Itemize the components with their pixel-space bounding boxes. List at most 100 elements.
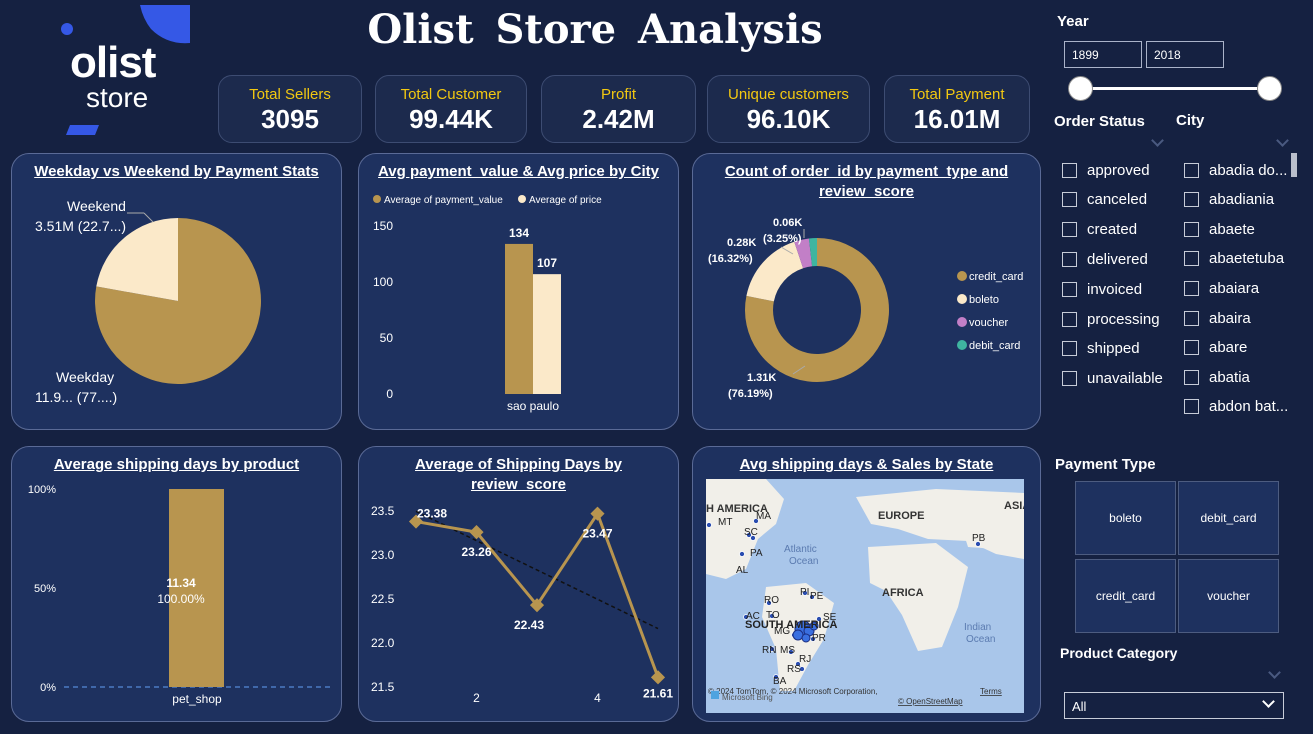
year-slider-handle-start[interactable]: [1068, 76, 1093, 101]
bar-price[interactable]: [533, 274, 561, 394]
state-sales-bubble[interactable]: [801, 633, 811, 643]
chevron-down-icon[interactable]: [1151, 134, 1164, 147]
checkbox[interactable]: [1062, 251, 1077, 267]
state-marker[interactable]: [750, 535, 756, 541]
line-point[interactable]: [469, 525, 484, 540]
city-option[interactable]: abaetetuba: [1184, 249, 1284, 269]
checkbox[interactable]: [1184, 221, 1199, 237]
order-status-option[interactable]: created: [1062, 220, 1137, 240]
line-point[interactable]: [650, 670, 666, 685]
kpi-unique-customers[interactable]: Unique customers 96.10K: [707, 75, 870, 143]
state-sales-bubble[interactable]: [809, 621, 819, 631]
checkbox[interactable]: [1062, 371, 1077, 387]
payment-tile-boleto[interactable]: boleto: [1075, 481, 1176, 555]
state-marker[interactable]: [810, 636, 816, 642]
product-shipping-card[interactable]: Average shipping days by product 0% 50% 10…: [11, 446, 342, 722]
checkbox[interactable]: [1184, 369, 1199, 385]
order-status-option[interactable]: canceled: [1062, 190, 1147, 210]
checkbox[interactable]: [1184, 280, 1199, 296]
payment-tile-credit-card[interactable]: credit_card: [1075, 559, 1176, 633]
pie-slice-weekend[interactable]: [96, 218, 178, 301]
state-marker[interactable]: [802, 590, 808, 596]
donut-slice-voucher[interactable]: [794, 238, 813, 269]
checkbox[interactable]: [1062, 192, 1077, 208]
order-status-option[interactable]: unavailable: [1062, 369, 1163, 389]
city-option[interactable]: abaete: [1184, 219, 1255, 239]
order-status-option[interactable]: delivered: [1062, 249, 1148, 269]
review-score-card[interactable]: Average of Shipping Days by review_score…: [358, 446, 679, 722]
state-map-card[interactable]: Avg shipping days & Sales by State MT MA S…: [692, 446, 1041, 722]
state-label: AL: [736, 565, 749, 576]
year-slider-handle-end[interactable]: [1257, 76, 1282, 101]
year-from-input[interactable]: 1899: [1064, 41, 1142, 68]
checkbox[interactable]: [1184, 192, 1199, 208]
donut-slice-debit_card[interactable]: [808, 238, 817, 267]
order-status-option[interactable]: approved: [1062, 160, 1150, 180]
city-option[interactable]: abare: [1184, 338, 1247, 358]
state-marker[interactable]: [739, 551, 745, 557]
state-marker[interactable]: [706, 522, 712, 528]
pie-slice-weekday[interactable]: [95, 218, 262, 384]
line-point[interactable]: [590, 506, 605, 521]
state-sales-bubble[interactable]: [792, 629, 804, 641]
checkbox[interactable]: [1062, 311, 1077, 327]
donut-slice-credit_card[interactable]: [745, 238, 889, 382]
kpi-label: Unique customers: [728, 86, 849, 103]
checkbox[interactable]: [1184, 399, 1199, 415]
donut-slice-boleto[interactable]: [746, 241, 804, 302]
state-marker[interactable]: [746, 532, 752, 538]
kpi-profit[interactable]: Profit 2.42M: [541, 75, 696, 143]
checkbox[interactable]: [1184, 340, 1199, 356]
state-marker[interactable]: [766, 600, 772, 606]
city-option[interactable]: abdon bat...: [1184, 397, 1288, 417]
chevron-down-icon[interactable]: [1268, 666, 1281, 679]
state-marker[interactable]: [788, 649, 794, 655]
year-to-input[interactable]: 2018: [1146, 41, 1224, 68]
state-marker[interactable]: [769, 646, 775, 652]
order-status-option[interactable]: processing: [1062, 309, 1160, 329]
bar-pet-shop[interactable]: [169, 489, 224, 687]
label-credit-pct: (76.19%): [728, 388, 773, 400]
payment-tile-debit-card[interactable]: debit_card: [1178, 481, 1279, 555]
checkbox[interactable]: [1062, 341, 1077, 357]
checkbox[interactable]: [1184, 310, 1199, 326]
product-category-dropdown[interactable]: All: [1064, 692, 1284, 719]
checkbox[interactable]: [1062, 162, 1077, 178]
state-marker[interactable]: [769, 613, 775, 619]
chevron-down-icon[interactable]: [1276, 134, 1289, 147]
state-marker[interactable]: [743, 614, 749, 620]
checkbox[interactable]: [1184, 251, 1199, 267]
checkbox[interactable]: [1062, 222, 1077, 238]
trend-line: [415, 510, 659, 630]
city-option[interactable]: abadia do...: [1184, 160, 1287, 180]
state-marker[interactable]: [795, 661, 801, 667]
state-marker[interactable]: [753, 518, 759, 524]
city-option[interactable]: abaira: [1184, 308, 1251, 328]
checkbox[interactable]: [1184, 162, 1199, 178]
city-option[interactable]: abaiara: [1184, 278, 1259, 298]
state-marker[interactable]: [809, 594, 815, 600]
city-list-scrollbar[interactable]: [1291, 153, 1297, 177]
city-option[interactable]: abatia: [1184, 367, 1250, 387]
kpi-total-sellers[interactable]: Total Sellers 3095: [218, 75, 362, 143]
city-option[interactable]: abadiania: [1184, 190, 1274, 210]
kpi-total-payment[interactable]: Total Payment 16.01M: [884, 75, 1030, 143]
state-marker[interactable]: [816, 616, 822, 622]
payment-type-card[interactable]: Count of order_id by payment_type and re…: [692, 153, 1041, 430]
line-point[interactable]: [529, 598, 545, 613]
order-status-option[interactable]: invoiced: [1062, 279, 1142, 299]
state-marker[interactable]: [799, 666, 805, 672]
point-data-label: 23.26: [461, 545, 491, 559]
point-data-label: 22.43: [514, 618, 544, 632]
state-marker[interactable]: [773, 674, 779, 680]
state-marker[interactable]: [975, 541, 981, 547]
kpi-total-customer[interactable]: Total Customer 99.44K: [375, 75, 527, 143]
weekday-weekend-card[interactable]: Weekday vs Weekend by Payment Stats Week…: [11, 153, 342, 430]
line-point[interactable]: [408, 514, 424, 529]
order-status-option[interactable]: shipped: [1062, 339, 1140, 359]
checkbox[interactable]: [1062, 281, 1077, 297]
bar-payment-value[interactable]: [505, 243, 533, 394]
city-bar-card[interactable]: Avg payment_value & Avg price by City Av…: [358, 153, 679, 430]
payment-tile-voucher[interactable]: voucher: [1178, 559, 1279, 633]
